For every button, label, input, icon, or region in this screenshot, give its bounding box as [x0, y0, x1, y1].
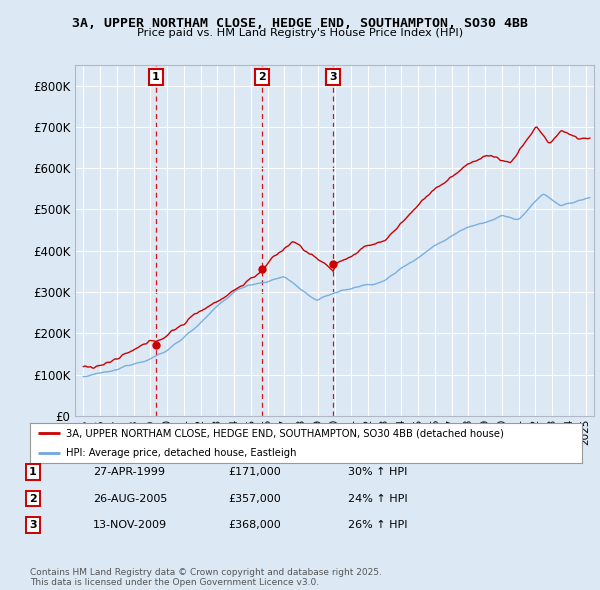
Text: 27-APR-1999: 27-APR-1999	[93, 467, 165, 477]
Text: £357,000: £357,000	[228, 494, 281, 503]
Text: £171,000: £171,000	[228, 467, 281, 477]
Text: 13-NOV-2009: 13-NOV-2009	[93, 520, 167, 530]
Text: 3: 3	[29, 520, 37, 530]
Text: 1: 1	[152, 73, 160, 82]
Text: 26-AUG-2005: 26-AUG-2005	[93, 494, 167, 503]
Text: 3: 3	[329, 73, 337, 82]
Text: 2: 2	[258, 73, 266, 82]
Text: 24% ↑ HPI: 24% ↑ HPI	[348, 494, 407, 503]
Text: £368,000: £368,000	[228, 520, 281, 530]
Text: 3A, UPPER NORTHAM CLOSE, HEDGE END, SOUTHAMPTON, SO30 4BB: 3A, UPPER NORTHAM CLOSE, HEDGE END, SOUT…	[72, 17, 528, 30]
Text: HPI: Average price, detached house, Eastleigh: HPI: Average price, detached house, East…	[66, 448, 296, 458]
Text: 26% ↑ HPI: 26% ↑ HPI	[348, 520, 407, 530]
Text: 1: 1	[29, 467, 37, 477]
Text: 3A, UPPER NORTHAM CLOSE, HEDGE END, SOUTHAMPTON, SO30 4BB (detached house): 3A, UPPER NORTHAM CLOSE, HEDGE END, SOUT…	[66, 428, 504, 438]
Text: Contains HM Land Registry data © Crown copyright and database right 2025.
This d: Contains HM Land Registry data © Crown c…	[30, 568, 382, 587]
Text: 30% ↑ HPI: 30% ↑ HPI	[348, 467, 407, 477]
Text: 2: 2	[29, 494, 37, 503]
Text: Price paid vs. HM Land Registry's House Price Index (HPI): Price paid vs. HM Land Registry's House …	[137, 28, 463, 38]
